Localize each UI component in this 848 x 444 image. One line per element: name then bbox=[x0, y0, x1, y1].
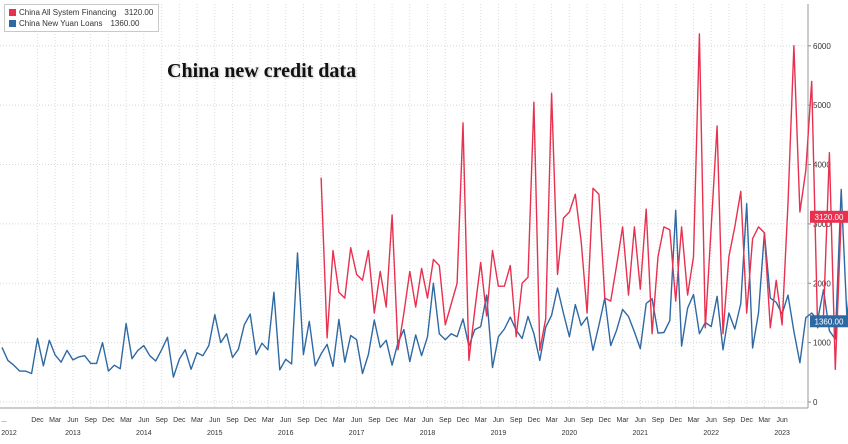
x-tick-label: Dec bbox=[102, 417, 115, 424]
x-tick-label: Mar bbox=[262, 417, 275, 424]
x-tick-label: Sep bbox=[368, 417, 381, 424]
x-year-label: 2019 bbox=[491, 430, 507, 437]
x-tick-label: Sep bbox=[510, 417, 523, 424]
x-tick-label: Sep bbox=[155, 417, 168, 424]
series-line-loans bbox=[1, 188, 848, 378]
x-year-label: 2018 bbox=[420, 430, 436, 437]
x-tick-label: Jun bbox=[635, 417, 646, 424]
x-tick-label: Dec bbox=[31, 417, 44, 424]
x-tick-label: Jun bbox=[351, 417, 362, 424]
x-year-label: 2012 bbox=[1, 430, 17, 437]
x-year-label: 2017 bbox=[349, 430, 365, 437]
chart-legend: China All System Financing 3120.00 China… bbox=[4, 4, 160, 32]
last-value-tag-loans bbox=[810, 315, 848, 328]
x-tick-label: Dec bbox=[670, 417, 683, 424]
x-tick-label: ... bbox=[1, 417, 7, 424]
x-tick-label: Dec bbox=[244, 417, 257, 424]
x-tick-label: Mar bbox=[120, 417, 133, 424]
y-tick-label: 0 bbox=[813, 398, 818, 407]
x-tick-label: Sep bbox=[652, 417, 665, 424]
x-tick-label: Mar bbox=[758, 417, 771, 424]
x-year-label: 2016 bbox=[278, 430, 294, 437]
x-tick-label: Mar bbox=[404, 417, 417, 424]
legend-swatch-loans bbox=[9, 20, 16, 27]
x-tick-label: Jun bbox=[422, 417, 433, 424]
x-tick-label: Dec bbox=[599, 417, 612, 424]
x-year-label: 2021 bbox=[632, 430, 648, 437]
legend-value-financing: 3120.00 bbox=[124, 8, 154, 17]
x-tick-label: Jun bbox=[706, 417, 717, 424]
x-tick-label: Mar bbox=[475, 417, 488, 424]
legend-swatch-financing bbox=[9, 9, 16, 16]
legend-entry-financing: China All System Financing 3120.00 bbox=[9, 7, 153, 18]
x-tick-label: Dec bbox=[740, 417, 753, 424]
x-tick-label: Jun bbox=[67, 417, 78, 424]
x-tick-label: Jun bbox=[209, 417, 220, 424]
x-tick-label: Mar bbox=[49, 417, 62, 424]
last-value-tag-financing bbox=[810, 210, 848, 223]
x-tick-label: Jun bbox=[776, 417, 787, 424]
x-tick-label: Mar bbox=[333, 417, 346, 424]
y-tick-label: 1000 bbox=[813, 339, 831, 348]
x-tick-label: Mar bbox=[191, 417, 204, 424]
x-tick-label: Sep bbox=[723, 417, 736, 424]
x-year-label: 2022 bbox=[703, 430, 719, 437]
legend-label-financing: China All System Financing bbox=[19, 8, 117, 17]
x-year-label: 2020 bbox=[562, 430, 578, 437]
x-tick-label: Jun bbox=[493, 417, 504, 424]
chart-title: China new credit data bbox=[167, 60, 357, 82]
x-tick-label: Dec bbox=[315, 417, 328, 424]
x-year-label: 2014 bbox=[136, 430, 152, 437]
x-tick-label: Sep bbox=[297, 417, 310, 424]
y-tick-label: 2000 bbox=[813, 279, 831, 288]
x-tick-label: Sep bbox=[226, 417, 239, 424]
x-year-label: 2013 bbox=[65, 430, 81, 437]
x-tick-label: Jun bbox=[564, 417, 575, 424]
x-year-label: 2015 bbox=[207, 430, 223, 437]
x-tick-label: Mar bbox=[617, 417, 630, 424]
legend-label-loans: China New Yuan Loans bbox=[19, 19, 103, 28]
x-tick-label: Jun bbox=[280, 417, 291, 424]
legend-entry-loans: China New Yuan Loans 1360.00 bbox=[9, 18, 153, 29]
x-tick-label: Dec bbox=[457, 417, 470, 424]
x-tick-label: Sep bbox=[84, 417, 97, 424]
x-tick-label: Mar bbox=[546, 417, 559, 424]
x-tick-label: Jun bbox=[138, 417, 149, 424]
last-value-label-loans: 1360.00 bbox=[815, 317, 844, 326]
x-tick-label: Sep bbox=[439, 417, 452, 424]
x-tick-label: Dec bbox=[173, 417, 186, 424]
x-tick-label: Mar bbox=[687, 417, 700, 424]
legend-value-loans: 1360.00 bbox=[110, 19, 140, 28]
y-tick-label: 3000 bbox=[813, 220, 831, 229]
y-tick-label: 4000 bbox=[813, 161, 831, 170]
x-year-label: 2023 bbox=[774, 430, 790, 437]
y-tick-label: 6000 bbox=[813, 42, 831, 51]
last-value-label-financing: 3120.00 bbox=[815, 213, 844, 222]
x-tick-label: Dec bbox=[528, 417, 541, 424]
x-tick-label: Sep bbox=[581, 417, 594, 424]
x-tick-label: Dec bbox=[386, 417, 399, 424]
y-tick-label: 5000 bbox=[813, 101, 831, 110]
series-line-financing bbox=[320, 33, 842, 370]
